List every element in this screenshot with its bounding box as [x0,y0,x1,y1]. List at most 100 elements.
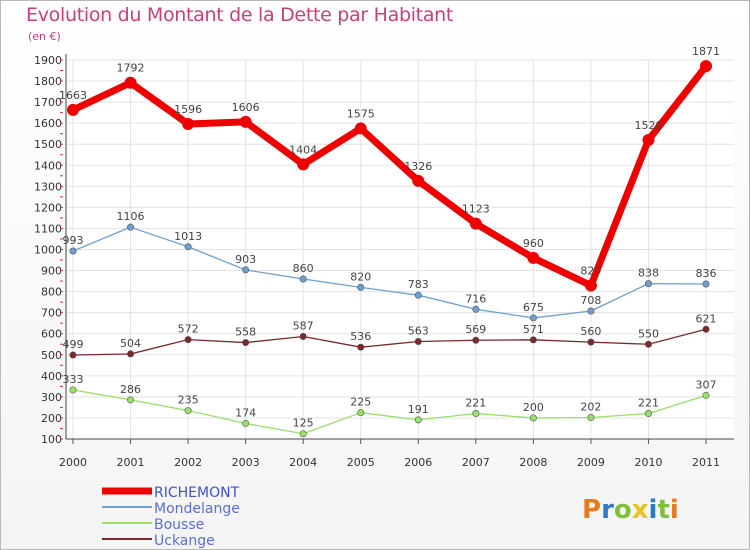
data-point-mondelange [242,266,250,274]
legend-label-bousse: Bousse [154,517,204,533]
x-tick-label: 2002 [174,456,202,469]
data-point-richemont [297,158,310,171]
y-tick-label: 1200 [34,201,62,214]
data-label-richemont: 960 [523,237,544,250]
data-label-richemont: 1596 [174,103,202,116]
y-tick-label: 1900 [34,54,62,67]
x-tick-label: 2006 [404,456,432,469]
data-point-uckange [357,343,365,351]
data-point-bousse [414,416,422,424]
data-point-bousse [69,386,77,394]
data-label-richemont: 1575 [347,107,375,120]
data-point-uckange [414,338,422,346]
data-point-mondelange [529,314,537,322]
data-label-mondelange: 783 [408,278,429,291]
data-point-mondelange [69,247,77,255]
data-point-mondelange [414,291,422,299]
data-label-mondelange: 903 [235,253,256,266]
data-label-uckange: 621 [696,312,717,325]
series-line-bousse [72,389,707,435]
y-tick-label: 600 [41,328,62,341]
legend-label-mondelange: Mondelange [154,501,240,517]
data-label-uckange: 571 [523,323,544,336]
data-point-richemont [182,118,195,131]
data-point-bousse [242,419,250,427]
data-point-mondelange [127,223,135,231]
data-label-bousse: 225 [350,396,371,409]
data-point-richemont [354,122,367,135]
data-point-bousse [529,414,537,422]
y-tick-label: 900 [41,265,62,278]
data-label-uckange: 536 [350,330,371,343]
data-label-uckange: 587 [293,319,314,332]
data-label-richemont: 1326 [404,160,432,173]
data-point-mondelange [299,275,307,283]
data-label-mondelange: 708 [580,294,601,307]
data-label-mondelange: 993 [63,234,84,247]
data-label-bousse: 174 [235,406,256,419]
data-point-uckange [644,340,652,348]
data-point-bousse [702,391,710,399]
data-label-richemont: 1792 [117,62,145,75]
y-tick-label: 1100 [34,222,62,235]
legend-label-richemont: RICHEMONT [154,485,240,501]
data-label-bousse: 221 [465,397,486,410]
series-line-uckange [72,328,707,356]
data-label-uckange: 504 [120,337,141,350]
chart-unit: (en €) [28,30,61,43]
data-label-mondelange: 716 [465,292,486,305]
data-point-bousse [184,407,192,415]
data-label-uckange: 572 [178,323,199,336]
data-label-richemont: 1663 [59,89,87,102]
data-label-mondelange: 1106 [117,210,145,223]
data-point-uckange [529,336,537,344]
x-tick-label: 2008 [519,456,547,469]
data-point-richemont [239,115,252,128]
data-label-bousse: 125 [293,417,314,430]
data-label-mondelange: 675 [523,301,544,314]
series-line-mondelange [72,226,707,319]
data-point-mondelange [184,243,192,251]
data-point-uckange [69,351,77,359]
data-point-bousse [299,430,307,438]
x-tick-label: 2010 [634,456,662,469]
data-label-mondelange: 836 [696,267,717,280]
data-label-uckange: 499 [63,338,84,351]
data-point-richemont [527,251,540,264]
y-tick-label: 200 [41,412,62,425]
data-point-uckange [587,338,595,346]
data-point-mondelange [644,280,652,288]
data-label-bousse: 333 [63,373,84,386]
y-tick-label: 700 [41,307,62,320]
data-point-bousse [472,410,480,418]
y-tick-label: 1600 [34,117,62,130]
data-label-bousse: 221 [638,397,659,410]
data-point-richemont [124,76,137,89]
data-label-mondelange: 860 [293,262,314,275]
data-label-bousse: 286 [120,383,141,396]
legend-label-uckange: Uckange [154,533,215,549]
data-point-bousse [127,396,135,404]
x-tick-label: 2004 [289,456,317,469]
data-point-mondelange [357,283,365,291]
x-tick-label: 2005 [347,456,375,469]
x-tick-label: 2001 [117,456,145,469]
data-label-richemont: 1871 [692,45,720,58]
y-tick-label: 800 [41,286,62,299]
data-point-richemont [700,60,712,73]
data-label-uckange: 550 [638,327,659,340]
data-point-uckange [127,350,135,358]
data-point-richemont [642,134,655,147]
y-tick-label: 1500 [34,138,62,151]
data-label-bousse: 191 [408,403,429,416]
y-tick-label: 500 [41,349,62,362]
y-tick-label: 1400 [34,159,62,172]
data-label-uckange: 558 [235,326,256,339]
data-label-uckange: 569 [465,323,486,336]
data-point-uckange [184,336,192,344]
proxiti-logo: Proxiti [582,495,679,525]
y-tick-label: 400 [41,370,62,383]
data-point-uckange [702,325,710,333]
data-point-bousse [587,414,595,422]
